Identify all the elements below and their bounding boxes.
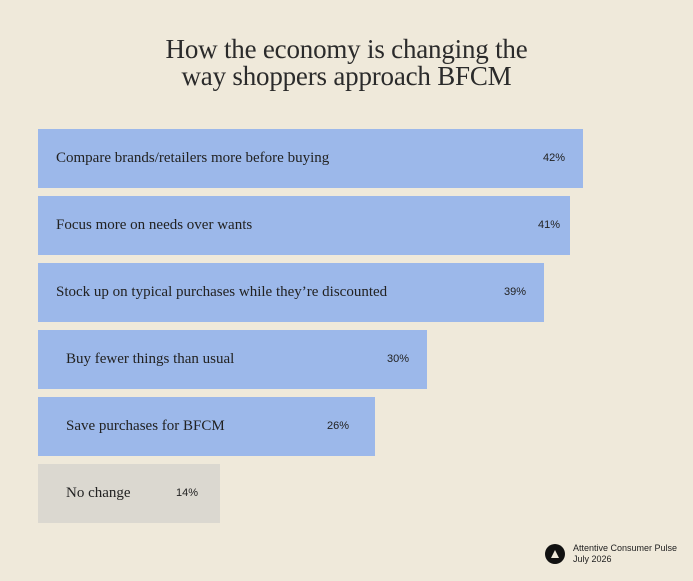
source-footer: Attentive Consumer Pulse July 2026 [544,543,677,565]
chart-title: How the economy is changing the way shop… [0,36,693,90]
bar-4: Buy fewer things than usual 30% [38,330,427,389]
bar-label: Save purchases for BFCM [66,418,225,434]
chart-title-line-2: way shoppers approach BFCM [181,61,512,91]
bar-label: Buy fewer things than usual [66,351,235,367]
bar-value-label: 39% [503,286,526,298]
chart-title-line-1: How the economy is changing the [165,34,528,64]
source-text: Attentive Consumer Pulse July 2026 [573,543,677,565]
bar-1: Compare brands/retailers more before buy… [38,129,583,188]
bar-2: Focus more on needs over wants 41% [38,196,570,255]
bar-6: No change 14% [38,464,220,523]
bar-label: No change [66,485,131,501]
bar-label: Focus more on needs over wants [56,217,253,233]
bar-5: Save purchases for BFCM 26% [38,397,375,456]
bar-value-label: 42% [542,152,565,164]
bar-value-label: 26% [326,420,349,432]
attentive-logo-icon [544,544,565,564]
source-name: Attentive Consumer Pulse [572,543,677,553]
bar-label: Compare brands/retailers more before buy… [56,150,330,166]
bar-value-label: 14% [175,487,198,499]
bar-value-label: 30% [386,353,409,365]
bar-3: Stock up on typical purchases while they… [38,263,544,322]
bar-label: Stock up on typical purchases while they… [56,284,388,300]
bar-value-label: 41% [537,219,560,231]
source-date: July 2026 [572,554,612,564]
